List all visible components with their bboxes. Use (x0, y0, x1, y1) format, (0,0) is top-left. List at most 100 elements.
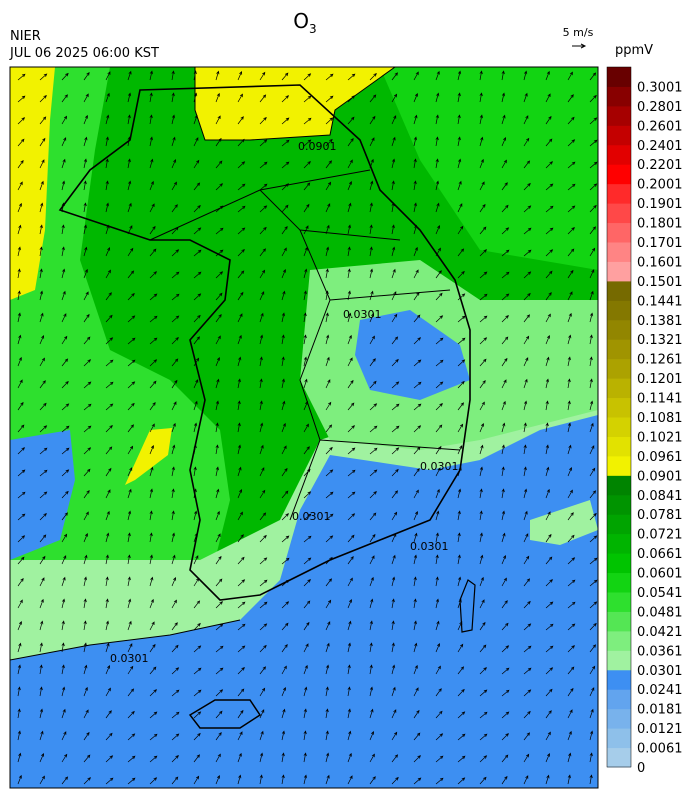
wind-arrow (39, 775, 45, 785)
wind-arrow (281, 422, 286, 433)
wind-arrow (589, 512, 597, 521)
wind-arrow (281, 445, 287, 455)
wind-arrow (413, 664, 418, 675)
wind-arrow (127, 643, 133, 653)
wind-arrow (61, 598, 66, 609)
colorbar-label: 0.1501 (637, 275, 683, 290)
wind-arrow (501, 754, 509, 763)
wind-arrow (457, 621, 463, 631)
wind-arrow (105, 755, 114, 763)
wind-arrow (545, 488, 550, 499)
wind-arrow (17, 620, 22, 631)
wind-scale: 5 m/s (563, 26, 594, 39)
wind-arrow (259, 601, 268, 609)
wind-arrow (17, 95, 26, 103)
wind-arrow (149, 711, 158, 719)
wind-arrow (391, 336, 399, 345)
wind-arrow (39, 577, 45, 587)
wind-arrow (325, 268, 329, 279)
wind-arrow (17, 578, 24, 587)
wind-arrow (545, 511, 551, 521)
wind-arrow (259, 534, 267, 543)
wind-arrow (479, 114, 483, 125)
wind-arrow (303, 334, 307, 345)
wind-arrow (61, 776, 69, 785)
wind-arrow (83, 642, 87, 653)
wind-arrow (457, 423, 464, 433)
wind-arrow (259, 752, 264, 763)
wind-arrow (17, 599, 23, 609)
wind-arrow (589, 579, 598, 587)
wind-arrow (83, 336, 91, 345)
wind-arrow (523, 115, 529, 125)
wind-arrow (391, 490, 399, 499)
wind-arrow (83, 114, 88, 125)
colorbar-band (607, 611, 631, 632)
wind-arrow (281, 204, 289, 213)
wind-arrow (215, 205, 224, 213)
wind-arrow (347, 290, 351, 301)
wind-arrow (391, 291, 397, 301)
wind-arrow (83, 180, 87, 191)
wind-arrow (105, 403, 114, 411)
wind-arrow (127, 225, 133, 235)
wind-arrow (523, 444, 527, 455)
wind-arrow (369, 290, 374, 301)
agency: NIER (10, 29, 41, 44)
wind-arrow (83, 754, 91, 763)
wind-arrow (435, 733, 444, 741)
wind-arrow (303, 579, 311, 587)
wind-arrow (61, 358, 69, 367)
wind-arrow (171, 337, 179, 345)
wind-arrow (545, 533, 552, 543)
wind-arrow (303, 73, 312, 81)
wind-arrow (457, 711, 466, 719)
wind-arrow (567, 730, 572, 741)
wind-arrow (435, 359, 444, 367)
wind-arrow (567, 444, 572, 455)
colorbar-label: 0.1141 (637, 392, 683, 407)
wind-arrow (479, 689, 488, 697)
wind-arrow (435, 114, 439, 125)
wind-arrow (237, 601, 246, 609)
wind-arrow (149, 92, 153, 103)
wind-arrow (259, 205, 268, 213)
wind-arrow (61, 115, 68, 125)
wind-arrow (259, 467, 265, 477)
wind-arrow (413, 180, 417, 191)
wind-arrow (171, 510, 175, 521)
wind-arrow (391, 72, 398, 81)
wind-arrow (347, 402, 355, 411)
wind-arrow (127, 292, 135, 301)
wind-arrow (479, 444, 484, 455)
wind-arrow (589, 72, 597, 81)
wind-arrow (61, 708, 66, 719)
map-frame (9, 66, 599, 789)
wind-arrow (259, 116, 267, 125)
wind-arrow (303, 752, 307, 763)
wind-arrow (215, 601, 223, 609)
wind-arrow (127, 576, 131, 587)
wind-arrow (17, 752, 22, 763)
wind-arrow (325, 290, 329, 301)
colorbar-band (607, 494, 631, 515)
wind-arrow (127, 710, 135, 719)
wind-arrow (281, 247, 287, 257)
wind-arrow (149, 598, 154, 609)
wind-arrow (303, 730, 307, 741)
wind-arrow (545, 161, 553, 169)
wind-arrow (193, 70, 197, 81)
wind-arrow (39, 730, 44, 741)
wind-arrow (215, 689, 224, 697)
wind-arrow (17, 686, 21, 697)
wind-arrow (61, 533, 68, 543)
wind-arrow (479, 92, 483, 103)
wind-arrow (391, 381, 400, 389)
wind-arrow (215, 422, 219, 433)
wind-arrow (237, 378, 241, 389)
wind-arrow (369, 512, 377, 521)
field-south (10, 415, 598, 788)
wind-arrow (61, 72, 69, 81)
wind-arrow (105, 489, 111, 499)
